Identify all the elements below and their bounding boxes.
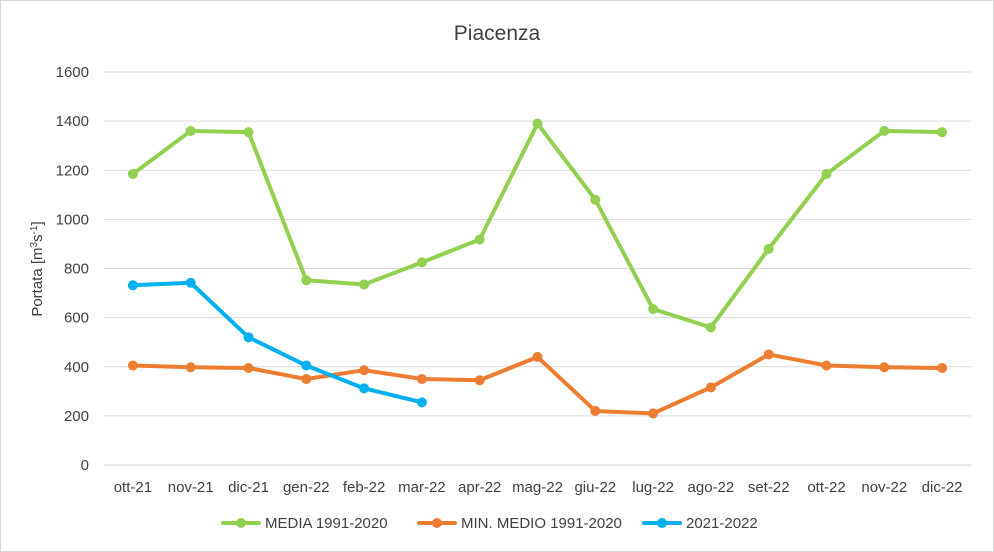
x-tick-label: nov-22 <box>861 479 907 496</box>
data-point <box>474 234 485 245</box>
x-tick-label: lug-22 <box>632 479 674 496</box>
y-tick-label: 600 <box>64 310 89 327</box>
data-point <box>763 349 774 360</box>
data-point <box>532 351 543 362</box>
data-point <box>590 194 601 205</box>
data-point <box>301 374 312 385</box>
x-tick-label: gen-22 <box>283 479 330 496</box>
x-axis-ticks: ott-21 nov-21 dic-21 gen-22 feb-22 mar-22 apr-… <box>114 479 963 496</box>
data-point <box>301 360 312 371</box>
data-point <box>243 127 254 138</box>
data-point <box>416 374 427 385</box>
data-point <box>879 362 890 373</box>
legend-label: 2021-2022 <box>686 515 758 532</box>
data-point <box>705 322 716 333</box>
series-line <box>130 280 424 405</box>
data-point <box>416 397 427 408</box>
data-point <box>532 118 543 129</box>
x-tick-label: mag-22 <box>512 479 563 496</box>
data-point <box>185 125 196 136</box>
y-tick-label: 1200 <box>56 162 89 179</box>
data-point <box>127 168 138 179</box>
legend-item-1: MEDIA 1991-2020 <box>221 515 388 532</box>
y-tick-label: 1400 <box>56 113 89 130</box>
x-tick-label: ott-22 <box>807 479 845 496</box>
data-point <box>937 127 948 138</box>
legend: MEDIA 1991-2020 MIN. MEDIO 1991-2020 2021-… <box>221 515 758 532</box>
data-point <box>590 405 601 416</box>
legend-item-2: MIN. MEDIO 1991-2020 <box>417 515 622 532</box>
data-point <box>185 362 196 373</box>
x-tick-label: dic-21 <box>228 479 269 496</box>
series-1 <box>127 118 948 333</box>
data-point <box>301 275 312 286</box>
y-axis-ticks: 0 200 400 600 800 1000 1200 1400 1600 <box>56 64 89 474</box>
data-point <box>359 365 370 376</box>
series-3 <box>127 277 427 408</box>
y-tick-label: 400 <box>64 359 89 376</box>
x-tick-label: apr-22 <box>458 479 501 496</box>
data-point <box>705 382 716 393</box>
series-2 <box>127 349 948 419</box>
data-point <box>359 383 370 394</box>
data-point <box>185 277 196 288</box>
x-tick-label: mar-22 <box>398 479 446 496</box>
y-axis-label: Portata [m3s-1] <box>29 221 47 316</box>
data-point <box>243 332 254 343</box>
x-tick-label: dic-22 <box>922 479 963 496</box>
series-layer <box>127 118 948 419</box>
legend-label: MEDIA 1991-2020 <box>265 515 388 532</box>
x-tick-label: nov-21 <box>168 479 214 496</box>
x-tick-label: ott-21 <box>114 479 152 496</box>
y-tick-label: 200 <box>64 408 89 425</box>
data-point <box>937 362 948 373</box>
series-line <box>130 121 945 330</box>
data-point <box>648 408 659 419</box>
data-point <box>127 360 138 371</box>
data-point <box>879 125 890 136</box>
data-point <box>821 360 832 371</box>
x-tick-label: ago-22 <box>688 479 735 496</box>
legend-swatch-marker <box>432 518 442 528</box>
data-point <box>821 168 832 179</box>
data-point <box>648 304 659 315</box>
data-point <box>474 375 485 386</box>
y-tick-label: 1000 <box>56 211 89 228</box>
legend-swatch-marker <box>657 518 667 528</box>
data-point <box>359 279 370 290</box>
legend-label: MIN. MEDIO 1991-2020 <box>461 515 622 532</box>
y-tick-label: 800 <box>64 261 89 278</box>
data-point <box>243 362 254 373</box>
x-tick-label: set-22 <box>748 479 790 496</box>
x-tick-label: feb-22 <box>343 479 386 496</box>
data-point <box>763 243 774 254</box>
chart-title: Piacenza <box>454 22 541 45</box>
x-tick-label: giu-22 <box>574 479 616 496</box>
legend-item-3: 2021-2022 <box>642 515 758 532</box>
data-point <box>127 280 138 291</box>
y-tick-label: 0 <box>81 457 89 474</box>
data-point <box>416 257 427 268</box>
y-tick-label: 1600 <box>56 64 89 81</box>
series-line <box>130 352 945 416</box>
legend-swatch-marker <box>236 518 246 528</box>
